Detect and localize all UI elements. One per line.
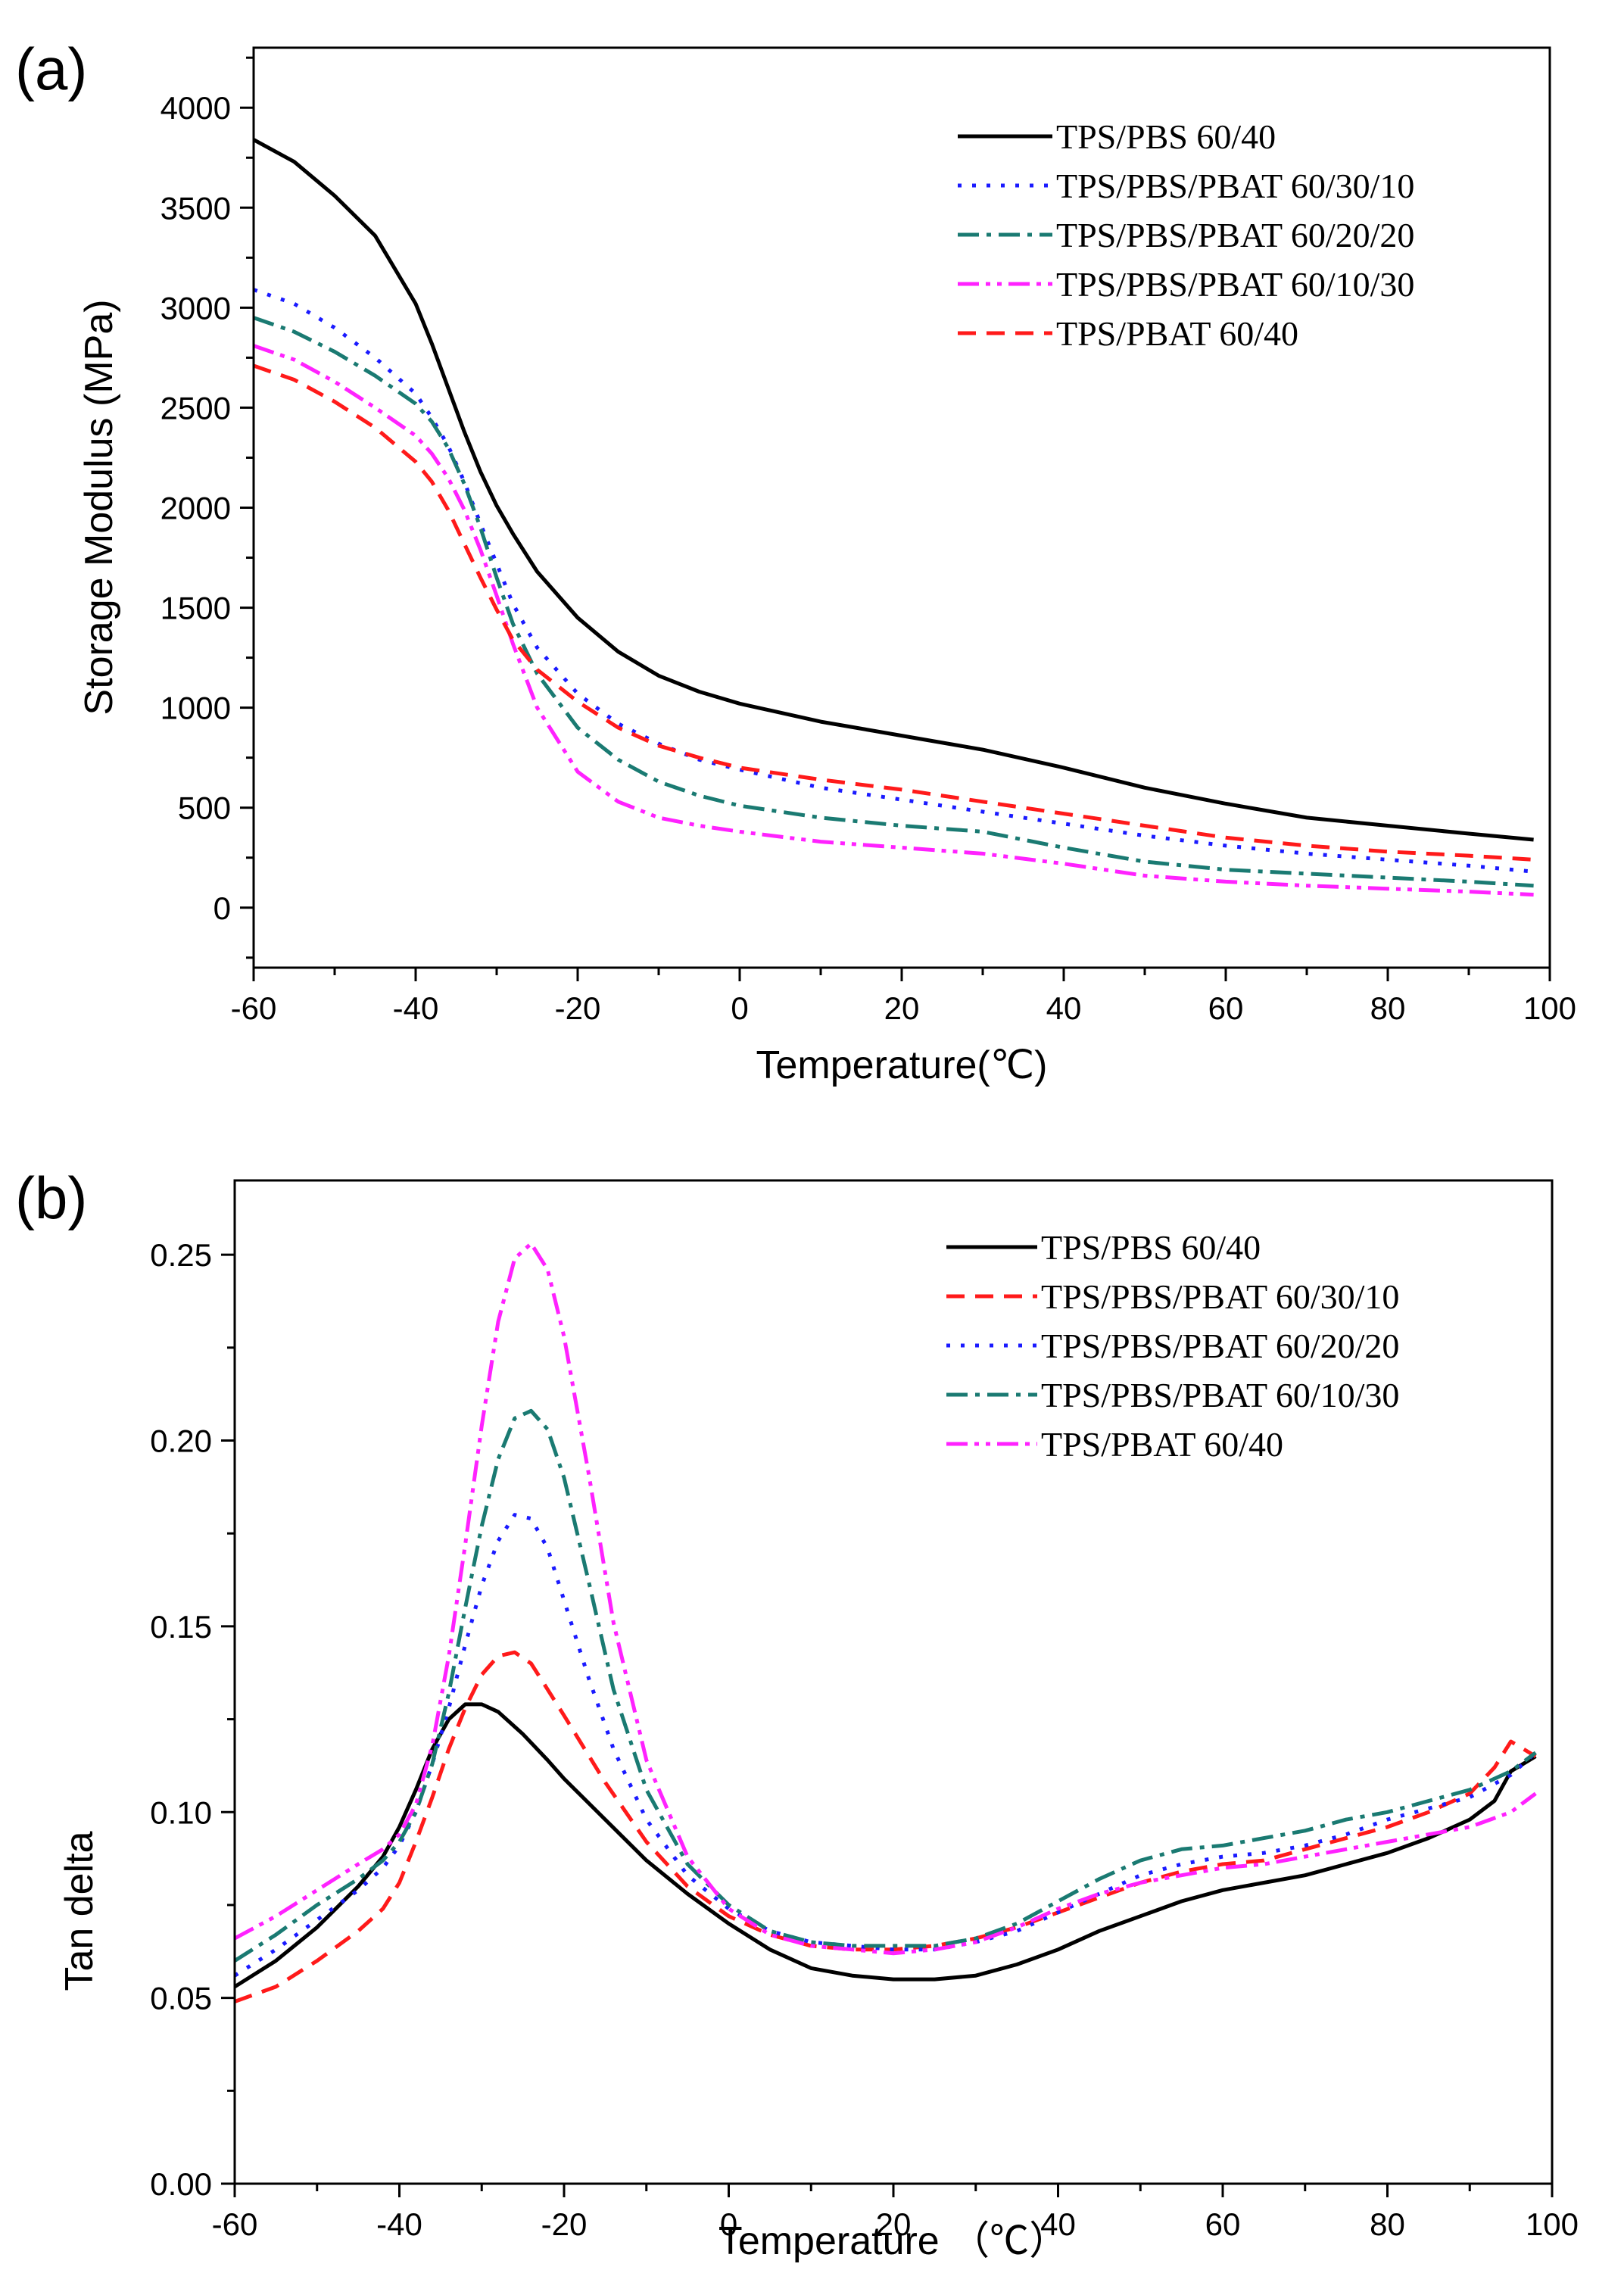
legend: TPS/PBS 60/40 TPS/PBS/PBAT 60/30/10 TPS/PB… xyxy=(946,1228,1399,1464)
y-tick-label: 0.20 xyxy=(150,1423,212,1459)
legend-label: TPS/PBS/PBAT 60/10/30 xyxy=(1056,265,1414,304)
x-tick-label: 80 xyxy=(1370,2206,1405,2242)
x-tick-label: 60 xyxy=(1205,2206,1241,2242)
legend-label: TPS/PBAT 60/40 xyxy=(1041,1425,1283,1464)
y-tick-label: 0.25 xyxy=(150,1237,212,1273)
legend-label: TPS/PBS/PBAT 60/20/20 xyxy=(1041,1327,1399,1365)
y-tick-label: 4000 xyxy=(161,90,231,126)
y-tick-label: 3000 xyxy=(161,290,231,326)
x-tick-label: 20 xyxy=(884,990,920,1026)
legend-label: TPS/PBS/PBAT 60/30/10 xyxy=(1056,167,1414,205)
legend-label: TPS/PBS/PBAT 60/30/10 xyxy=(1041,1277,1399,1316)
y-tick-label: 0.00 xyxy=(150,2166,212,2202)
storage-modulus-chart: (a) -60 -40 -20 0 20 40 60 80 100050010001500200… xyxy=(15,36,1576,1087)
x-axis-title: Temperature(℃) xyxy=(756,1043,1048,1087)
x-tick-label: -20 xyxy=(555,990,601,1026)
series-line-3 xyxy=(254,316,1534,888)
x-tick-label: 100 xyxy=(1523,990,1576,1026)
series-line-4 xyxy=(254,344,1534,897)
legend-label: TPS/PBS 60/40 xyxy=(1056,117,1276,156)
x-tick-label: -60 xyxy=(231,990,277,1026)
x-tick-label: 60 xyxy=(1208,990,1244,1026)
plot-area: -60 -40 -20 0 20 40 60 80 100 0.00 0.05 0.10 0.15 0.2… xyxy=(150,1179,1579,2242)
legend: TPS/PBS 60/40 TPS/PBS/PBAT 60/30/10 TPS/PB… xyxy=(958,117,1414,353)
y-tick-label: 2500 xyxy=(161,390,231,426)
y-axis-title: Tan delta xyxy=(58,1831,101,1991)
x-tick-label: 0 xyxy=(731,990,748,1026)
panel-label: (a) xyxy=(15,36,87,102)
x-tick-label: -20 xyxy=(541,2206,588,2242)
x-tick-label: -60 xyxy=(212,2206,258,2242)
y-tick-label: 0.10 xyxy=(150,1794,212,1830)
y-tick-label: 0.05 xyxy=(150,1981,212,2016)
x-tick-label: 80 xyxy=(1370,990,1406,1026)
tan-delta-chart: (b) -60 -40 -20 0 20 40 60 80 100 0.00 0.05 0.10 0.1… xyxy=(15,1165,1579,2263)
x-tick-label: 40 xyxy=(1040,2206,1076,2242)
y-tick-label: 1000 xyxy=(161,691,231,726)
y-tick-label: 2000 xyxy=(161,491,231,526)
x-axis-title: Temperature （℃） xyxy=(718,2219,1068,2263)
x-tick-label: 0 xyxy=(720,2206,737,2242)
x-tick-label: 100 xyxy=(1526,2206,1579,2242)
x-tick-label: 20 xyxy=(876,2206,912,2242)
legend-label: TPS/PBAT 60/40 xyxy=(1056,314,1298,353)
series-line-2 xyxy=(235,1650,1537,2003)
plot-area: -60 -40 -20 0 20 40 60 80 1000500100015002000250… xyxy=(161,46,1576,1026)
y-axis-title: Storage Modulus (MPa) xyxy=(77,299,121,715)
series-line-4 xyxy=(235,1408,1537,1963)
y-tick-label: 0 xyxy=(214,890,231,926)
y-tick-label: 3500 xyxy=(161,190,231,226)
series-line-3 xyxy=(235,1513,1537,1978)
series-line-5 xyxy=(254,363,1534,862)
y-tick-label: 1500 xyxy=(161,591,231,626)
legend-label: TPS/PBS/PBAT 60/10/30 xyxy=(1041,1376,1399,1414)
series-line-2 xyxy=(254,288,1534,874)
series-line-5 xyxy=(235,1241,1537,1956)
x-tick-label: 40 xyxy=(1046,990,1082,1026)
y-tick-label: 0.15 xyxy=(150,1609,212,1645)
legend-label: TPS/PBS/PBAT 60/20/20 xyxy=(1056,216,1414,254)
panel-label: (b) xyxy=(15,1165,87,1231)
x-tick-label: -40 xyxy=(376,2206,422,2242)
y-tick-label: 500 xyxy=(178,790,231,826)
x-tick-label: -40 xyxy=(393,990,439,1026)
series-line-1 xyxy=(254,138,1534,842)
legend-label: TPS/PBS 60/40 xyxy=(1041,1228,1261,1267)
